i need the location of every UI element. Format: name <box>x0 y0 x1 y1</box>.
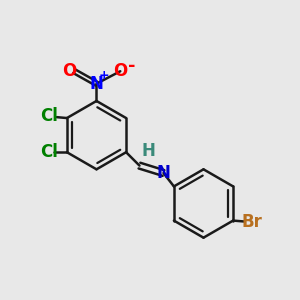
Text: O: O <box>62 61 76 80</box>
Text: Br: Br <box>242 213 262 231</box>
Text: H: H <box>141 142 155 160</box>
Text: N: N <box>90 75 104 93</box>
Text: Cl: Cl <box>40 107 58 125</box>
Text: +: + <box>99 69 109 82</box>
Text: -: - <box>128 57 135 75</box>
Text: Cl: Cl <box>40 143 58 161</box>
Text: O: O <box>113 61 127 80</box>
Text: N: N <box>157 164 170 182</box>
